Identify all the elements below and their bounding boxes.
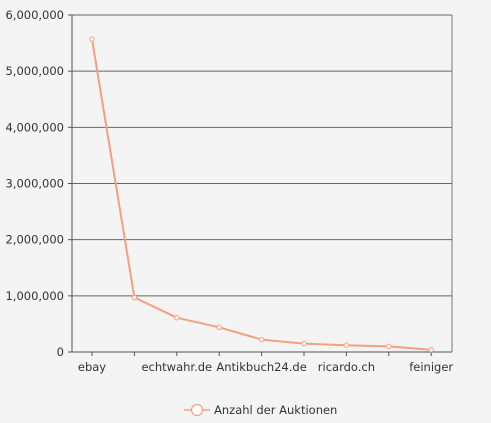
y-tick-label-3: 3,000,000 [5,177,64,191]
gridlines [72,15,452,352]
data-point-0-7[interactable] [387,344,391,348]
x-tick-label-0: ebay [78,360,106,374]
data-point-0-8[interactable] [429,348,433,352]
y-tick-label-1: 1,000,000 [5,289,64,303]
y-tick-label-4: 4,000,000 [5,120,64,134]
data-point-0-1[interactable] [132,295,136,299]
x-tick-label-8: feiniger [409,360,453,374]
series-line-0 [92,39,431,350]
y-tick-label-6: 6,000,000 [5,8,64,22]
y-tick-label-5: 5,000,000 [5,64,64,78]
data-point-0-2[interactable] [175,316,179,320]
data-point-0-3[interactable] [217,325,221,329]
data-point-0-6[interactable] [344,343,348,347]
x-tick-label-4: Antikbuch24.de [216,360,306,374]
legend-swatch-marker-0 [192,405,203,416]
series-layer [90,37,434,352]
y-tick-label-2: 2,000,000 [5,233,64,247]
y-tick-labels: 0 1,000,000 2,000,000 3,000,000 4,000,000 5,0… [5,8,72,359]
data-point-0-4[interactable] [259,337,263,341]
x-tick-labels: ebay echtwahr.de Antikbuch24.de ricardo.ch f… [78,352,454,374]
x-tick-label-2: echtwahr.de [141,360,212,374]
legend-label-0: Anzahl der Auktionen [214,403,337,417]
legend[interactable]: Anzahl der Auktionen [184,403,337,417]
data-point-0-5[interactable] [302,341,306,345]
x-tick-label-6: ricardo.ch [318,360,375,374]
y-tick-label-0: 0 [57,345,64,359]
data-point-0-0[interactable] [90,37,94,41]
